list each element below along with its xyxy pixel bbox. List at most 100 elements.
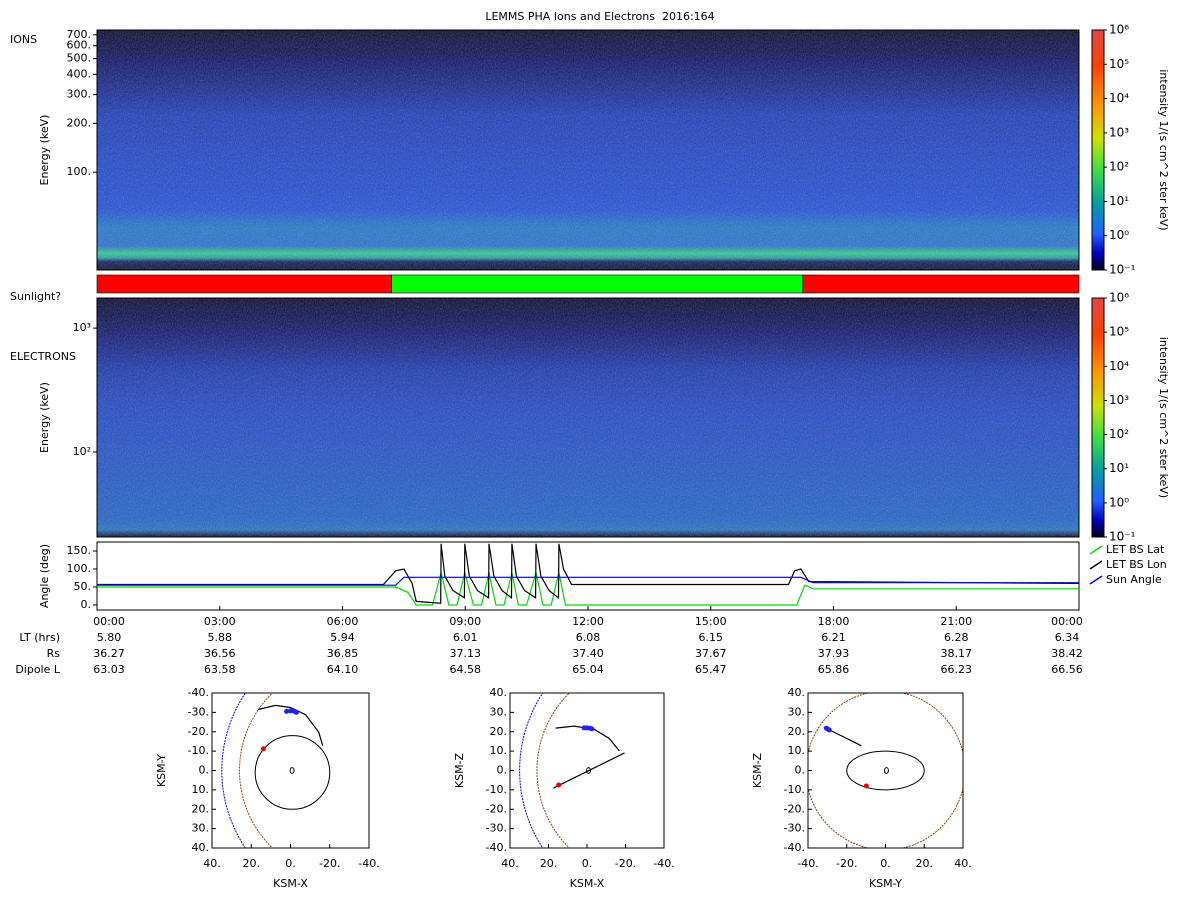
ephemeris-value: 37.40 [572, 647, 604, 660]
x-tick-label: 0. [880, 857, 891, 870]
moon-position [556, 782, 562, 788]
colorbar-tick-label: 10⁶ [1109, 23, 1129, 37]
x-tick-label: 40. [501, 857, 519, 870]
reference-curve [884, 767, 889, 774]
x-tick-label: 00:00 [93, 615, 125, 628]
legend-label: LET BS Lat [1106, 543, 1165, 556]
colorbar-tick-label: 10² [1109, 427, 1129, 441]
x-tick-label: -40. [653, 857, 674, 870]
x-tick-label: 15:00 [695, 615, 727, 628]
y-tick-label: 0. [199, 764, 210, 777]
moon-position [863, 783, 869, 789]
y-tick-label: -10. [188, 744, 209, 757]
y-tick-label: 20. [788, 725, 806, 738]
y-tick-label: 700. [67, 28, 92, 41]
reference-curve [536, 693, 571, 848]
colorbar-tick-label: 10⁵ [1109, 57, 1129, 71]
reference-curve [808, 693, 963, 848]
ephemeris-value: 6.15 [699, 631, 724, 644]
ephemeris-value: 66.23 [941, 663, 973, 676]
orbit-plot [221, 693, 331, 848]
y-tick-label: 10. [490, 744, 508, 757]
plot-frame [96, 29, 1080, 271]
moon-orbit [553, 752, 625, 789]
legend-label: LET BS Lon [1106, 558, 1167, 571]
y-tick-label: 40. [788, 686, 806, 699]
colorbar-tick-label: 10³ [1109, 393, 1129, 407]
panel-label: Sunlight? [10, 290, 61, 303]
colorbar-tick-label: 10⁵ [1109, 325, 1129, 339]
angle-line [97, 576, 1079, 586]
reference-curve [254, 735, 331, 810]
angle-line [97, 543, 1080, 604]
ephemeris-value: 63.03 [93, 663, 125, 676]
y-tick-label: -30. [188, 705, 209, 718]
y-tick-label: 10. [192, 783, 210, 796]
ephemeris-value: 38.17 [941, 647, 973, 660]
spacecraft-position [284, 708, 290, 714]
y-tick-label: 0. [497, 764, 508, 777]
ephemeris-value: 66.56 [1051, 663, 1083, 676]
y-tick-label: -30. [784, 822, 805, 835]
reference-curve [586, 767, 591, 774]
y-tick-label: 30. [490, 705, 508, 718]
y-tick-label: -10. [784, 783, 805, 796]
colorbar [1091, 297, 1105, 538]
x-tick-label: 20. [916, 857, 934, 870]
y-tick-label: 10. [788, 744, 806, 757]
x-tick-label: 06:00 [327, 615, 359, 628]
colorbar-tick-label: 10⁰ [1109, 495, 1129, 509]
y-tick-label: 100. [67, 562, 92, 575]
y-tick-label: 500. [67, 52, 92, 65]
x-tick-label: -40. [797, 857, 818, 870]
colorbar-tick-label: 10¹ [1109, 461, 1129, 475]
x-tick-label: 20. [540, 857, 558, 870]
colorbar-tick-label: 10⁴ [1109, 359, 1129, 373]
x-tick-label: 0. [582, 857, 593, 870]
x-tick-label: 40. [203, 857, 221, 870]
y-axis-label: Energy (keV) [38, 382, 51, 453]
legend-label: Sun Angle [1106, 573, 1162, 586]
colorbar-tick-label: 10⁴ [1109, 91, 1129, 105]
y-axis-label: Angle (deg) [38, 544, 51, 608]
sunlight-segment [802, 274, 1080, 294]
x-tick-label: 21:00 [940, 615, 972, 628]
x-tick-label: -20. [319, 857, 340, 870]
spacecraft-position [293, 709, 299, 715]
y-tick-label: 100. [67, 165, 92, 178]
spectrogram-texture [97, 30, 1079, 270]
x-tick-label: 12:00 [572, 615, 604, 628]
panel-label: ELECTRONS [10, 350, 76, 363]
ephemeris-value: 5.88 [208, 631, 233, 644]
y-tick-label: 300. [67, 88, 92, 101]
y-tick-label: 30. [788, 705, 806, 718]
x-axis-label: KSM-Y [869, 877, 902, 890]
x-tick-label: 0. [285, 857, 296, 870]
x-tick-label: 20. [243, 857, 261, 870]
y-tick-label: -40. [784, 841, 805, 854]
reference-curve [289, 767, 295, 774]
y-tick-label: 20. [192, 802, 210, 815]
ephemeris-value: 6.08 [576, 631, 601, 644]
colorbar-label: intensity 1/(s cm^2 ster keV) [1157, 337, 1170, 498]
ephemeris-value: 37.67 [695, 647, 727, 660]
ephemeris-label: Rs [47, 647, 61, 660]
plot-frame [96, 297, 1080, 538]
ephemeris-value: 5.94 [330, 631, 355, 644]
y-axis-label: Energy (keV) [38, 115, 51, 186]
y-tick-label: -40. [188, 686, 209, 699]
x-tick-label: 18:00 [818, 615, 850, 628]
y-tick-label: 50. [74, 580, 92, 593]
orbit-plot [808, 693, 963, 848]
colorbar [1091, 29, 1105, 271]
x-tick-label: -40. [358, 857, 379, 870]
legend-swatch [1089, 545, 1103, 555]
y-tick-label: 0. [81, 598, 92, 611]
ephemeris-value: 37.93 [818, 647, 850, 660]
plot-frame [96, 541, 1080, 611]
x-tick-label: -20. [836, 857, 857, 870]
y-tick-label: -20. [486, 802, 507, 815]
colorbar-tick-label: 10⁻¹ [1109, 263, 1136, 277]
y-tick-label: 400. [67, 67, 92, 80]
